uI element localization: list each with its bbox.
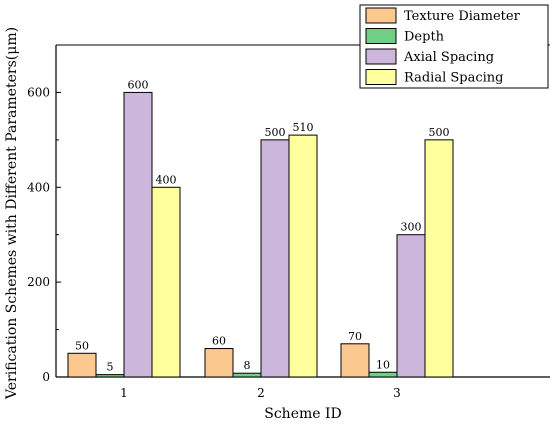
bar-value-label: 60 bbox=[212, 335, 226, 348]
bar bbox=[396, 234, 426, 378]
x-tick-label: 2 bbox=[257, 386, 265, 400]
bar-value-label: 400 bbox=[156, 173, 177, 186]
bars bbox=[67, 91, 454, 378]
bar-value-label: 5 bbox=[107, 361, 114, 374]
bar-value-label: 500 bbox=[429, 126, 450, 139]
legend-swatch bbox=[365, 28, 397, 44]
legend-label: Axial Spacing bbox=[403, 50, 494, 65]
x-tick-label: 1 bbox=[120, 386, 128, 400]
x-axis-title: Scheme ID bbox=[264, 406, 342, 422]
bar bbox=[232, 372, 262, 378]
bar bbox=[95, 374, 125, 378]
bar bbox=[288, 134, 318, 378]
bar bbox=[151, 186, 181, 378]
legend-swatch bbox=[365, 7, 397, 24]
y-tick-label: 0 bbox=[42, 370, 50, 384]
legend-swatch bbox=[365, 48, 397, 65]
data-labels: 50 60 70 5 8 10 600 500 300 400 510 500 bbox=[75, 78, 450, 373]
bar bbox=[424, 139, 454, 378]
bar bbox=[260, 139, 290, 378]
bar-value-label: 70 bbox=[348, 330, 362, 343]
bar bbox=[368, 371, 398, 378]
bar-value-label: 8 bbox=[244, 359, 251, 372]
legend-label: Depth bbox=[404, 30, 445, 45]
bar-value-label: 50 bbox=[75, 339, 89, 352]
y-tick-label: 200 bbox=[27, 275, 50, 289]
y-tick-label: 600 bbox=[27, 85, 50, 99]
legend-label: Radial Spacing bbox=[404, 71, 503, 86]
legend: Texture Diameter Depth Axial Spacing Radial… bbox=[359, 4, 549, 89]
y-axis-title: Verification Schemes with Different Para… bbox=[4, 27, 20, 400]
bar-value-label: 10 bbox=[376, 358, 390, 371]
bar bbox=[123, 91, 153, 378]
x-tick-label: 3 bbox=[393, 386, 401, 400]
bar-value-label: 500 bbox=[265, 126, 286, 139]
legend-swatch bbox=[365, 69, 397, 85]
bar-value-label: 600 bbox=[128, 78, 149, 91]
bar bbox=[204, 348, 234, 378]
bar bbox=[67, 352, 97, 378]
y-tick-label: 400 bbox=[27, 180, 50, 194]
bar-value-label: 510 bbox=[293, 121, 314, 134]
legend-label: Texture Diameter bbox=[404, 9, 521, 24]
bar-value-label: 300 bbox=[401, 221, 422, 234]
bar bbox=[340, 343, 370, 378]
